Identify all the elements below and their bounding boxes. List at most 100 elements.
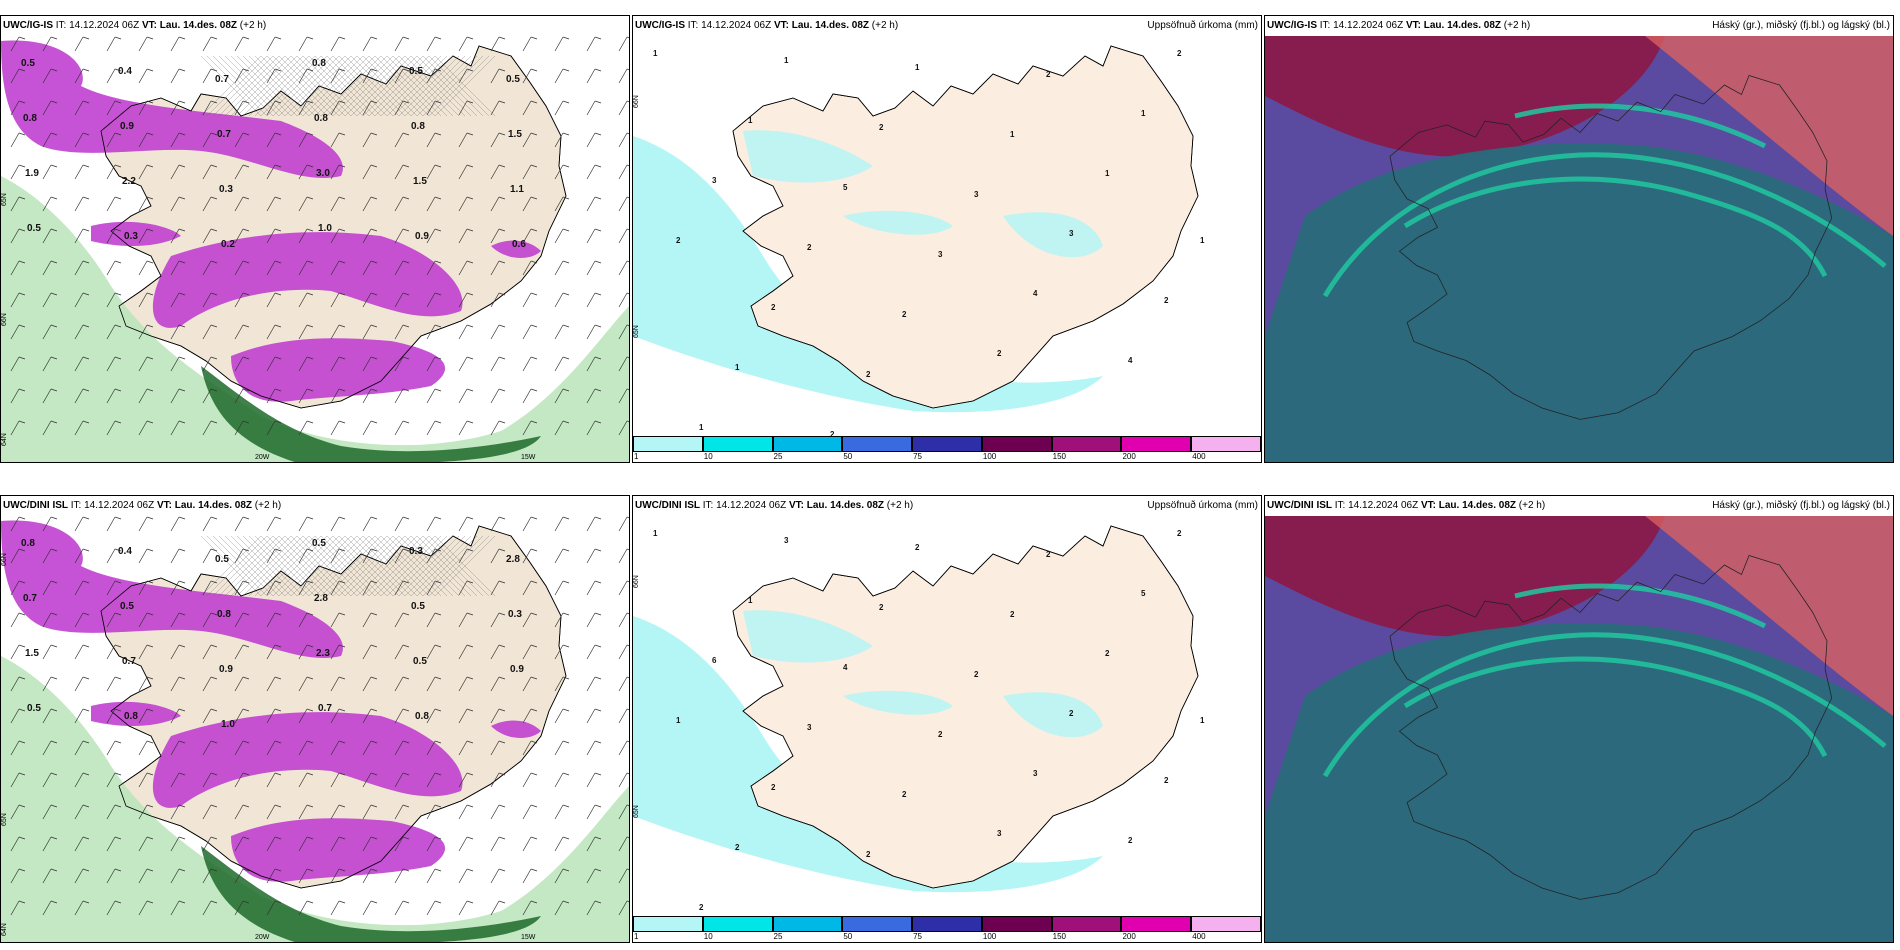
wind-value: 0.5 [312,538,326,549]
precip-value: 1 [653,49,658,58]
colorbar-tick: 150 [1052,932,1067,941]
wind-value: 0.7 [318,703,332,714]
wind-value: 2.3 [316,648,330,659]
precip-value: 2 [735,843,740,852]
colorbar-swatch [1121,436,1192,452]
precip-value: 2 [676,236,681,245]
wind-value: 0.5 [506,74,520,85]
wind-value: 0.8 [217,609,231,620]
colorbar-tick: 75 [913,452,923,461]
precip-value: 2 [771,303,776,312]
colorbar-swatch [1121,916,1192,932]
colorbar-tick: 200 [1122,452,1136,461]
precip-value: 2 [997,349,1002,358]
wind-value: 1.0 [318,223,332,234]
wind-value: 0.3 [219,184,233,195]
precip-value: 2 [1046,550,1051,559]
precip-value: 1 [699,423,704,432]
precip-value: 2 [1177,529,1182,538]
panel-title: Háský (gr.), miðský (fj.bl.) og lágský (… [1712,500,1890,511]
precip-value: 2 [1069,709,1074,718]
precip-value: 2 [879,603,884,612]
precip-value: 2 [1164,296,1169,305]
lat-label: 66N [1,553,8,566]
lon-label: 15W [521,934,536,941]
precip-value: 5 [843,183,848,192]
colorbar-swatch [981,916,1052,932]
wind-map: 0.5 0.4 0.7 0.8 0.5 0.5 0.8 0.9 0.7 0.8 0.8 1.5 1.9 2… [1,36,629,462]
precip-map: 1 1 1 2 2 1 2 1 1 3 5 3 1 2 2 3 3 1 2 2 4 2 1 2 2 4 1 2 [633,45,1205,439]
precip-colorbar: 1 10 25 50 75 100 150 200 400 [633,436,1261,462]
panel-title: Háský (gr.), miðský (fj.bl.) og lágský (… [1712,20,1890,31]
colorbar-swatch [702,436,773,452]
wind-value: 0.3 [508,609,522,620]
lat-label: 65N [633,325,640,338]
wind-value: 0.8 [23,113,37,124]
wind-value: 0.6 [512,239,526,250]
precip-value: 1 [676,716,681,725]
precip-value: 3 [712,176,717,185]
precip-value: 2 [974,670,979,679]
precip-value: 3 [784,536,789,545]
wind-value: 0.5 [27,703,41,714]
lat-label: 64N [1,923,8,936]
wind-value: 0.5 [411,601,425,612]
wind-value: 0.9 [120,121,134,132]
colorbar-swatch [633,436,703,452]
colorbar-tick: 50 [843,452,853,461]
precip-value: 4 [843,663,848,672]
panel-dini-wind: UWC/DINI ISL IT: 14.12.2024 06Z VT: Lau.… [0,495,630,943]
colorbar-swatch [1191,436,1261,452]
precip-value: 2 [1177,49,1182,58]
panel-ig-clouds: UWC/IG-IS IT: 14.12.2024 06Z VT: Lau. 14… [1264,15,1894,463]
precip-value: 1 [748,116,753,125]
wind-value: 0.8 [124,711,138,722]
wind-value: 0.3 [124,231,138,242]
colorbar-swatch [772,916,843,932]
colorbar-swatch [1051,916,1122,932]
precip-value: 2 [902,310,907,319]
wind-value: 3.0 [316,168,330,179]
precip-map: 1 3 2 2 2 1 2 2 5 6 4 2 2 1 3 2 2 1 2 2 3 2 2 2 3 2 2 [633,525,1205,912]
colorbar-swatch [842,916,913,932]
wind-value: 0.7 [23,593,37,604]
precip-value: 1 [735,363,740,372]
colorbar-tick: 50 [843,932,853,941]
precip-value: 2 [807,243,812,252]
precip-value: 6 [712,656,717,665]
colorbar-swatch [633,916,703,932]
lat-label: 66N [633,575,640,588]
colorbar-swatch [772,436,843,452]
precip-value: 1 [1200,236,1205,245]
precip-value: 2 [879,123,884,132]
cloud-map [1265,36,1893,462]
wind-value: 0.5 [215,554,229,565]
colorbar-tick: 75 [913,932,923,941]
precip-value: 1 [1105,169,1110,178]
panel-header: UWC/IG-IS IT: 14.12.2024 06Z VT: Lau. 14… [3,20,267,31]
panel-dini-clouds: UWC/DINI ISL IT: 14.12.2024 06Z VT: Lau.… [1264,495,1894,943]
wind-value: 0.5 [120,601,134,612]
colorbar-swatch [1191,916,1261,932]
wind-value: 2.8 [314,593,328,604]
precip-value: 1 [1141,109,1146,118]
colorbar-swatch [912,916,982,932]
colorbar-tick: 25 [773,932,783,941]
colorbar-tick: 1 [634,452,639,461]
wind-value: 0.8 [312,58,326,69]
wind-value: 1.9 [25,168,39,179]
wind-value: 0.5 [409,66,423,77]
precip-value: 2 [866,850,871,859]
colorbar-tick: 100 [982,452,997,461]
precip-value: 2 [1128,836,1133,845]
lon-label: 20W [255,934,270,941]
precip-value: 2 [1164,776,1169,785]
colorbar-tick: 1 [634,932,639,941]
precip-value: 1 [1200,716,1205,725]
panel-header: UWC/DINI ISL IT: 14.12.2024 06Z VT: Lau.… [3,500,282,511]
precip-value: 1 [915,63,920,72]
precip-value: 3 [807,723,812,732]
panel-header: UWC/IG-IS IT: 14.12.2024 06Z VT: Lau. 14… [1267,20,1531,31]
precip-value: 2 [938,730,943,739]
panel-ig-precip: UWC/IG-IS IT: 14.12.2024 06Z VT: Lau. 14… [632,15,1262,463]
